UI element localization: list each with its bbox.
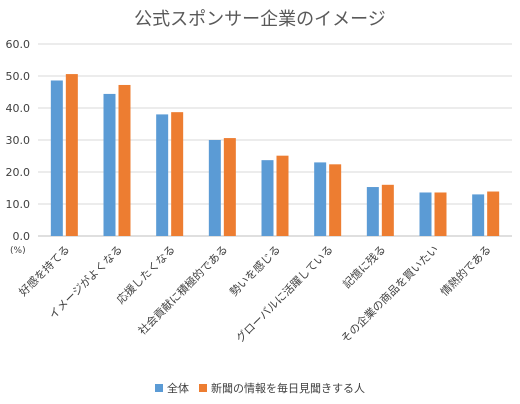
- unit-label: (%): [10, 246, 26, 256]
- legend-swatch-series-1: [199, 384, 207, 392]
- y-tick-label: 60.0: [6, 38, 31, 51]
- bar-series-0: [472, 194, 485, 236]
- legend: 全体 新聞の情報を毎日見聞きする人: [0, 380, 520, 396]
- y-tick-label: 10.0: [6, 198, 31, 211]
- x-tick-label: その企業の商品を買いたい: [338, 242, 441, 345]
- bar-series-1: [223, 138, 236, 236]
- bar-series-1: [65, 74, 78, 236]
- legend-item-series-1: 新聞の情報を毎日見聞きする人: [199, 380, 365, 396]
- y-tick-label: 30.0: [6, 134, 31, 147]
- legend-item-series-0: 全体: [155, 380, 189, 396]
- bar-series-1: [171, 112, 184, 236]
- chart-title: 公式スポンサー企業のイメージ: [134, 9, 386, 30]
- x-tick-label: 情熱的である: [437, 242, 493, 298]
- y-tick-label: 0.0: [13, 230, 31, 243]
- bar-series-1: [381, 184, 394, 236]
- x-tick-label: 社会貢献に積極的である: [135, 242, 230, 337]
- y-tick-label: 40.0: [6, 102, 31, 115]
- bar-series-0: [314, 162, 327, 236]
- bar-series-1: [118, 84, 131, 237]
- bar-series-1: [329, 164, 342, 236]
- x-tick-label: 勢いを感じる: [227, 242, 284, 299]
- bar-series-1: [487, 191, 500, 236]
- bar-series-0: [208, 140, 221, 236]
- bar-series-0: [419, 192, 432, 236]
- bar-series-0: [156, 114, 169, 236]
- bar-series-0: [366, 187, 379, 236]
- legend-label-series-1: 新聞の情報を毎日見聞きする人: [211, 382, 365, 395]
- bar-series-0: [50, 80, 63, 236]
- bar-series-0: [261, 160, 274, 236]
- x-tick-label: グローバルに活躍している: [233, 242, 336, 345]
- bar-series-1: [434, 192, 447, 236]
- legend-label-series-0: 全体: [167, 382, 189, 395]
- y-tick-label: 50.0: [6, 70, 31, 83]
- legend-swatch-series-0: [155, 384, 163, 392]
- bar-series-0: [103, 93, 116, 236]
- y-tick-label: 20.0: [6, 166, 31, 179]
- bar-series-1: [276, 155, 289, 236]
- x-tick-label: 記憶に残る: [340, 242, 389, 291]
